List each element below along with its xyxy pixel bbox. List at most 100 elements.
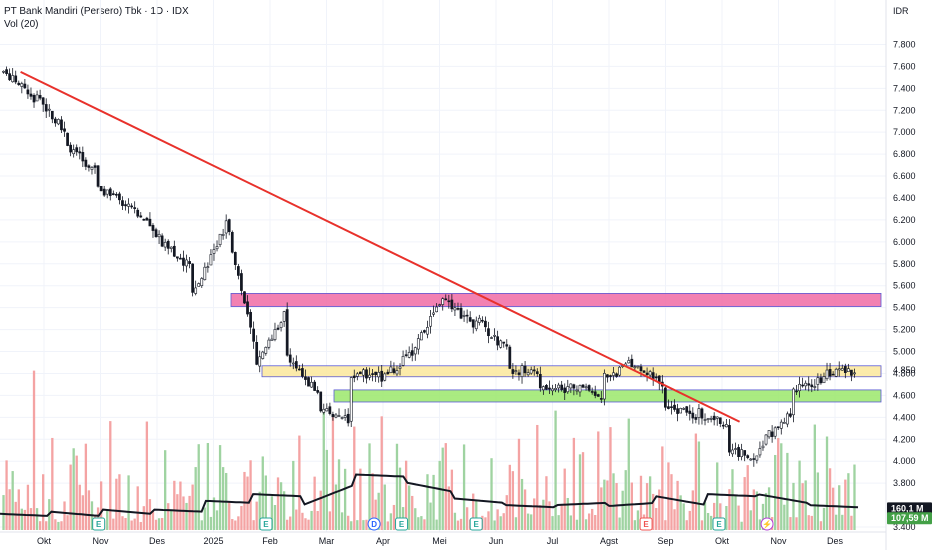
volume-bar [539, 505, 542, 530]
candle-body [761, 445, 765, 449]
volume-bar [170, 510, 173, 530]
currency-label: IDR [893, 6, 909, 16]
volume-bar [289, 516, 292, 530]
candle-body [453, 307, 457, 311]
candle-body [362, 369, 365, 376]
event-label: E [474, 520, 480, 529]
candle-body [847, 368, 850, 372]
candle-body [725, 424, 728, 428]
volume-bar [810, 515, 813, 530]
candle-body [590, 391, 594, 393]
time-tick-label: Mar [319, 536, 335, 546]
candle-body [66, 132, 69, 146]
event-label: E [263, 520, 269, 529]
volume-bar [838, 485, 841, 530]
volume-bar [109, 421, 112, 530]
volume-bar [764, 492, 768, 530]
candle-body [35, 94, 39, 102]
volume-bar [767, 487, 771, 530]
candle-body [221, 234, 225, 236]
volume-bar [505, 495, 508, 530]
volume-bar [194, 467, 197, 530]
volume-bar [575, 519, 579, 530]
candle-body [749, 458, 753, 461]
volume-bar [783, 504, 786, 530]
volume-bar [807, 515, 810, 530]
volume-bar [569, 515, 572, 530]
candle-body [523, 365, 527, 374]
candle-body [462, 315, 466, 317]
candle-body [490, 337, 493, 339]
candle-body [606, 374, 609, 378]
volume-bar [182, 496, 185, 530]
volume-bar [157, 518, 161, 530]
candle-body [612, 372, 615, 376]
time-tick-label: Okt [37, 536, 52, 546]
volume-bar [465, 507, 469, 530]
candle-body [282, 311, 286, 322]
volume-bar [176, 494, 179, 530]
volume-bar [578, 454, 582, 530]
price-tick-label: 5.400 [893, 303, 916, 313]
candle-body [105, 189, 109, 195]
volume-bar [325, 449, 328, 530]
candle-body [14, 75, 18, 83]
time-axis: Okt Nov Des 2025 Feb Mar Apr Mei Jun Jul Agst Sep Ok… [37, 536, 844, 546]
volume-indicator-label[interactable]: Vol (20) [4, 19, 39, 30]
volume-bars [2, 370, 856, 530]
candle-body [471, 319, 475, 328]
candle-body [822, 376, 826, 384]
candle-body [691, 412, 695, 419]
candle-body [630, 358, 634, 368]
candle-body [828, 369, 832, 377]
time-tick-label: Mei [432, 536, 447, 546]
candle-body [746, 455, 750, 458]
volume-bar [322, 410, 325, 530]
volume-bar [667, 462, 670, 530]
volume-bar [511, 471, 515, 530]
volume-bar [612, 473, 615, 530]
candle-body [593, 391, 597, 396]
volume-bar [627, 418, 630, 530]
volume-bar [313, 476, 316, 530]
candle-body [529, 369, 533, 374]
candle-body [136, 209, 140, 217]
candle-body [636, 365, 640, 368]
volume-bar [408, 485, 411, 530]
candle-body [779, 421, 783, 429]
candle-body [50, 110, 54, 120]
volume-bar [542, 499, 545, 530]
volume-bar [142, 506, 145, 530]
volume-bar [258, 491, 261, 530]
event-marker [259, 517, 273, 531]
candle-body [789, 413, 792, 417]
candle-body [465, 314, 469, 317]
volume-bar [164, 450, 167, 530]
volume-bar [11, 471, 14, 530]
candle-body [249, 311, 252, 328]
volume-bar [212, 497, 216, 530]
candle-body [371, 373, 374, 375]
volume-bar [307, 519, 310, 530]
candle-body [703, 419, 707, 421]
volume-bar [508, 464, 511, 530]
volume-bar [356, 520, 359, 530]
volume-bar [432, 474, 435, 530]
volume-bar [609, 427, 612, 530]
volume-bar [371, 473, 374, 530]
candle-body [587, 385, 591, 391]
volume-bar [493, 520, 496, 530]
candle-body [41, 97, 45, 105]
candle-body [532, 369, 536, 372]
volume-bar [694, 433, 698, 530]
candle-body [47, 108, 51, 111]
time-tick-label: Jun [489, 536, 504, 546]
volume-bar [362, 520, 365, 530]
candle-body [337, 415, 341, 417]
price-axis: 7.800 7.600 7.400 7.200 7.000 6.800 6.600 6.400… [893, 39, 916, 532]
candle-body [798, 383, 801, 392]
candle-body [5, 69, 8, 74]
volume-bar [279, 482, 283, 530]
volume-bar [374, 499, 377, 530]
